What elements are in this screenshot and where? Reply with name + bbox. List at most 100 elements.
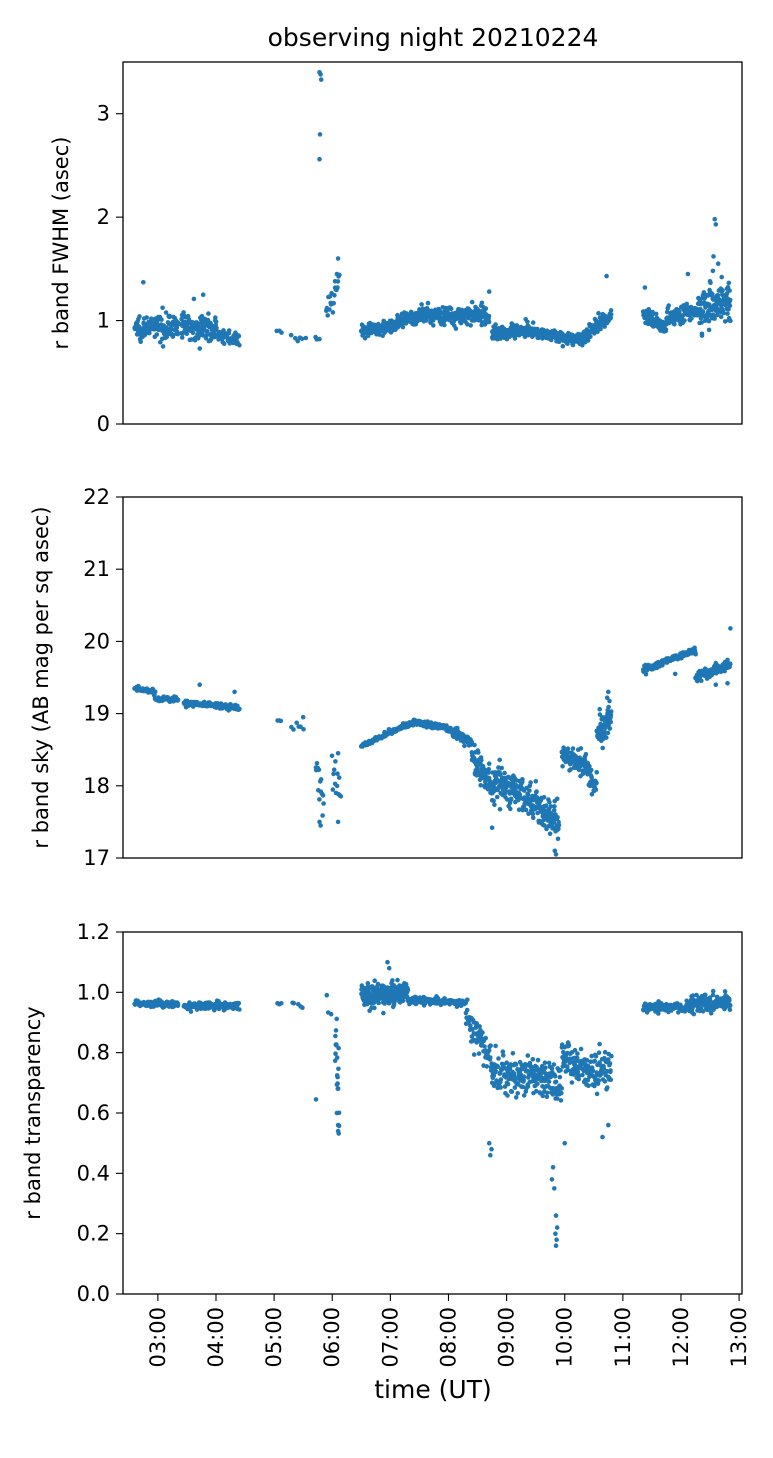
- data-point: [666, 303, 671, 308]
- data-point: [722, 319, 728, 324]
- data-point: [560, 764, 565, 769]
- data-point: [650, 309, 655, 315]
- data-point: [727, 288, 732, 293]
- data-point: [556, 826, 561, 831]
- data-point: [565, 1064, 570, 1069]
- y-tick-label: 3: [97, 102, 110, 126]
- data-point: [448, 306, 454, 312]
- data-point: [335, 1074, 340, 1080]
- data-point: [333, 759, 338, 764]
- data-point: [699, 678, 704, 683]
- data-point: [524, 1068, 530, 1074]
- data-point: [175, 1001, 181, 1007]
- data-point: [596, 311, 601, 316]
- data-point: [497, 757, 503, 763]
- data-point: [170, 334, 176, 339]
- data-point: [502, 770, 507, 776]
- data-point: [330, 310, 336, 315]
- data-point: [527, 788, 532, 793]
- data-point: [208, 320, 213, 326]
- data-point: [598, 326, 603, 332]
- data-point: [505, 1093, 510, 1098]
- data-point: [699, 320, 704, 325]
- data-point: [720, 288, 725, 293]
- data-point: [576, 1076, 581, 1082]
- data-point: [597, 1041, 602, 1047]
- data-point: [554, 1237, 559, 1242]
- data-point: [213, 315, 218, 320]
- data-point: [331, 771, 336, 777]
- data-point: [702, 318, 708, 324]
- data-point: [728, 661, 733, 667]
- data-point: [149, 317, 155, 323]
- data-point: [594, 1091, 600, 1097]
- data-point: [726, 280, 732, 286]
- data-point: [556, 822, 562, 828]
- scatter-points: [132, 626, 733, 857]
- data-point: [712, 216, 717, 222]
- data-point: [711, 254, 716, 259]
- data-point: [221, 341, 227, 347]
- data-point: [462, 743, 467, 749]
- data-point: [291, 727, 296, 732]
- fwhm-panel: 0 1 2 3 r band FWHM (asec): [49, 61, 743, 436]
- y-tick-label: 22: [83, 485, 110, 509]
- data-point: [703, 992, 708, 998]
- data-point: [607, 726, 613, 731]
- data-point: [199, 313, 205, 319]
- data-point: [605, 1085, 610, 1090]
- data-point: [712, 316, 717, 321]
- data-point: [336, 775, 342, 780]
- y-tick-label: 1.2: [77, 920, 110, 944]
- data-point: [295, 338, 301, 344]
- data-point: [334, 783, 340, 789]
- data-point: [488, 1043, 493, 1048]
- data-point: [329, 753, 335, 759]
- data-point: [604, 273, 609, 279]
- data-point: [525, 1053, 531, 1058]
- data-point: [549, 1066, 555, 1071]
- data-point: [483, 1035, 489, 1041]
- data-point: [298, 724, 303, 729]
- plot-frame: [122, 931, 743, 1295]
- data-point: [330, 787, 336, 792]
- data-point: [395, 977, 400, 983]
- data-point: [160, 344, 166, 349]
- data-point: [200, 292, 206, 298]
- data-point: [546, 1079, 552, 1084]
- data-point: [698, 301, 703, 307]
- data-point: [236, 333, 242, 339]
- data-point: [727, 297, 733, 303]
- data-point: [722, 989, 728, 994]
- data-point: [301, 727, 306, 732]
- data-point: [643, 672, 649, 677]
- data-point: [727, 1007, 733, 1012]
- data-point: [663, 327, 669, 332]
- data-point: [553, 852, 559, 857]
- data-point: [590, 1068, 596, 1074]
- data-point: [479, 300, 485, 306]
- data-point: [549, 1177, 555, 1182]
- data-point: [372, 322, 378, 328]
- x-tick-label: 09:00: [495, 1307, 519, 1368]
- data-point: [141, 280, 146, 285]
- data-point: [602, 324, 607, 329]
- data-point: [465, 997, 470, 1003]
- data-point: [442, 322, 447, 328]
- y-tick-label: 18: [83, 774, 110, 798]
- data-point: [386, 965, 392, 971]
- data-point: [690, 993, 696, 998]
- data-point: [288, 332, 294, 338]
- data-point: [553, 1079, 559, 1085]
- y-tick-label: 1.0: [77, 980, 110, 1004]
- data-point: [513, 1062, 519, 1067]
- data-point: [505, 1081, 511, 1087]
- y-tick-label: 0.0: [77, 1282, 110, 1306]
- data-point: [189, 319, 195, 325]
- data-point: [691, 1011, 697, 1017]
- data-point: [548, 804, 554, 809]
- x-tick-label: 07:00: [378, 1307, 402, 1368]
- data-point: [335, 751, 341, 756]
- data-point: [608, 719, 613, 725]
- data-point: [499, 765, 505, 771]
